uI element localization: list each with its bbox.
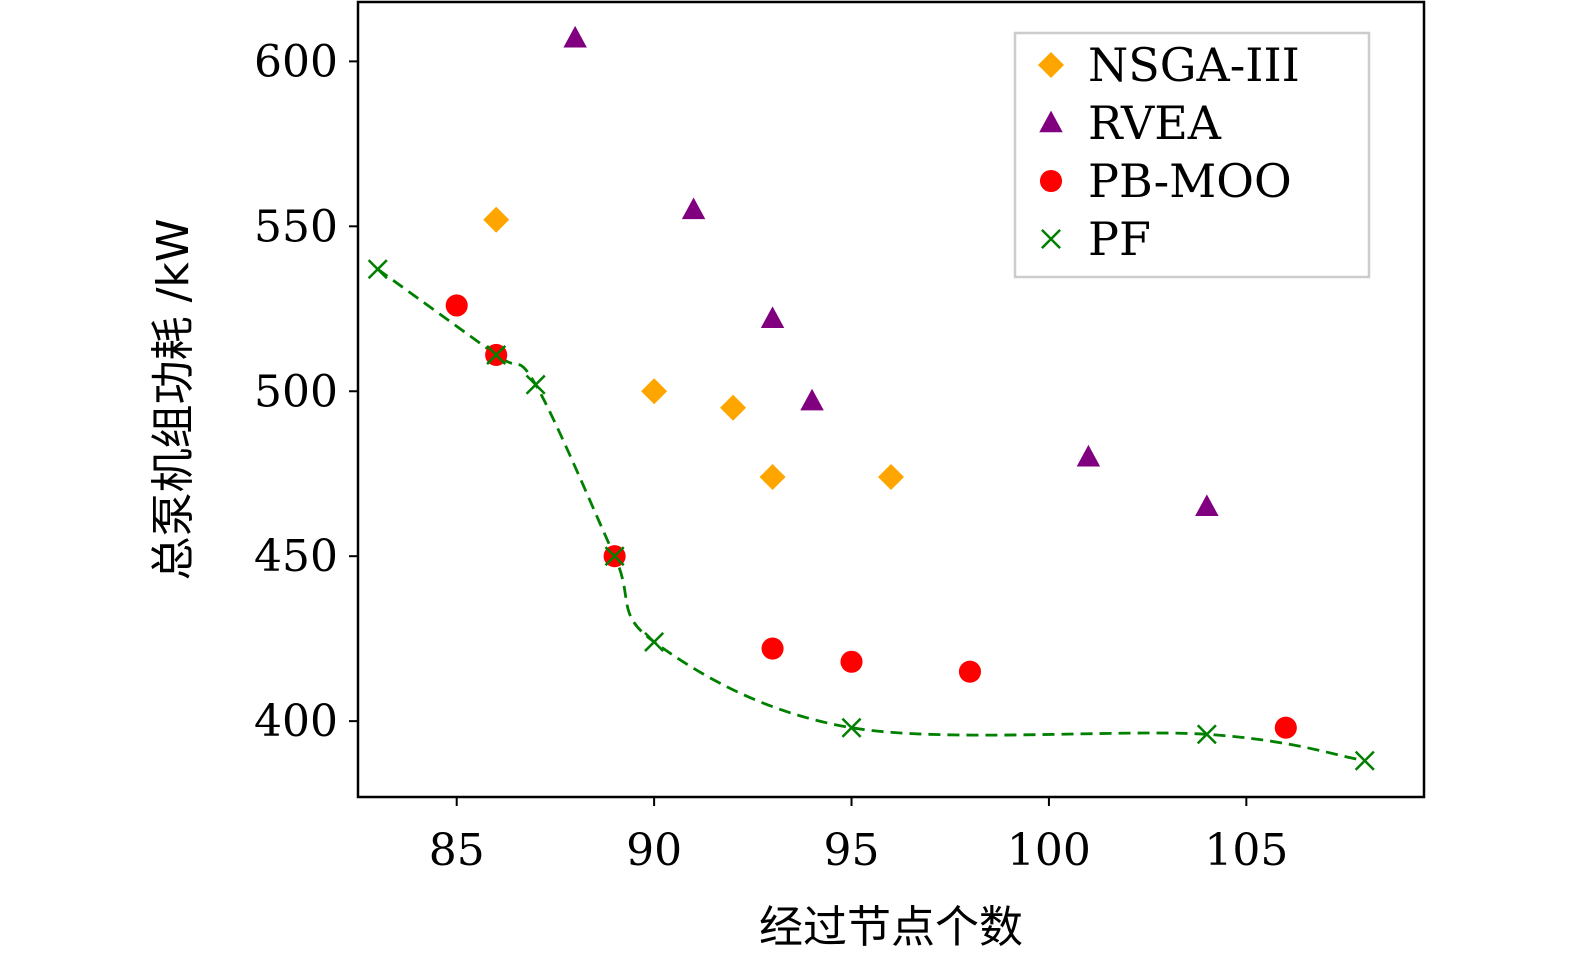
pf-point: [1196, 724, 1217, 745]
y-axis-title: 总泵机组功耗 /kW: [148, 219, 199, 581]
x-tick-label: 90: [626, 825, 682, 876]
data-points: [367, 25, 1375, 771]
pf-point: [486, 344, 507, 365]
rvea-point: [681, 197, 706, 220]
rvea-point: [800, 388, 824, 411]
y-tick-label: 500: [254, 366, 338, 417]
rvea-point: [1195, 494, 1219, 516]
x-tick-label: 95: [824, 825, 880, 876]
nsga-iii-point: [720, 394, 747, 421]
pf-point: [604, 546, 625, 567]
nsga-iii-point: [878, 464, 904, 491]
pb-moo-point: [445, 294, 468, 317]
pb-moo-point: [1274, 716, 1297, 739]
pf-point: [644, 631, 665, 652]
rvea-point: [760, 306, 785, 328]
plot-frame: [356, 0, 1426, 799]
legend-rvea-marker: [1039, 110, 1063, 133]
nsga-iii-point: [641, 378, 668, 405]
rvea-point: [563, 25, 587, 48]
rvea-point: [1076, 444, 1101, 467]
legend-nsga-iii-label: NSGA-III: [1088, 38, 1300, 92]
y-tick-label: 600: [254, 36, 338, 87]
pf-point: [1354, 750, 1375, 771]
pf-point: [841, 717, 862, 738]
legend-rvea-label: RVEA: [1088, 96, 1222, 150]
legend-box: [1013, 31, 1371, 279]
x-axis-title: 经过节点个数: [759, 902, 1023, 953]
legend-pf-label: PF: [1088, 212, 1151, 266]
axis-ticks: 85 90 95 100 105 400 450 500 550 600: [254, 36, 1288, 876]
x-tick-label: 85: [429, 825, 485, 876]
pb-moo-point: [840, 650, 863, 673]
nsga-iii-point: [483, 206, 510, 233]
y-tick-label: 400: [254, 696, 338, 747]
nsga-iii-point: [759, 464, 786, 491]
legend-pf-marker: [1041, 229, 1061, 249]
pb-moo-point: [958, 660, 982, 683]
pf-point: [525, 374, 546, 395]
pb-moo-point: [761, 637, 784, 660]
pf-point: [367, 259, 388, 280]
legend-nsga-iii-marker: [1038, 52, 1064, 78]
legend-pb-moo-marker: [1039, 169, 1063, 193]
x-tick-label: 100: [1007, 825, 1091, 876]
x-tick-label: 105: [1204, 825, 1288, 876]
legend-pb-moo-label: PB-MOO: [1088, 154, 1292, 208]
y-tick-label: 450: [254, 531, 338, 582]
y-tick-label: 550: [254, 201, 338, 252]
